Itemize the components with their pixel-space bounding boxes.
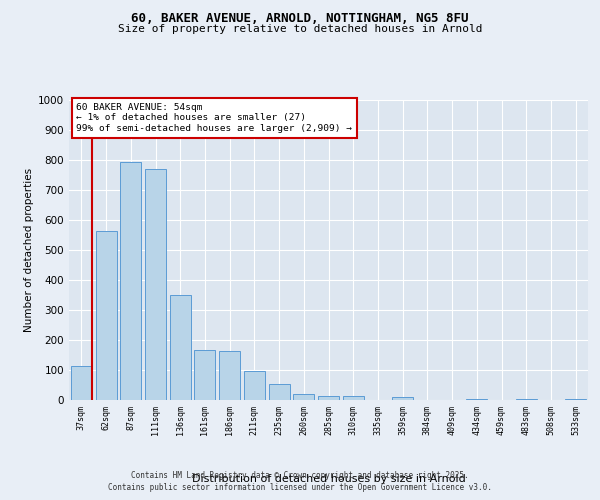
Text: Contains HM Land Registry data © Crown copyright and database right 2025.
Contai: Contains HM Land Registry data © Crown c… <box>108 471 492 492</box>
Bar <box>194 350 215 400</box>
Bar <box>120 162 141 400</box>
Text: 60 BAKER AVENUE: 54sqm
← 1% of detached houses are smaller (27)
99% of semi-deta: 60 BAKER AVENUE: 54sqm ← 1% of detached … <box>76 103 352 133</box>
Bar <box>170 295 191 400</box>
Bar <box>318 396 339 400</box>
Bar <box>466 398 487 400</box>
Bar <box>293 394 314 400</box>
Bar <box>392 397 413 400</box>
Bar <box>71 366 92 400</box>
X-axis label: Distribution of detached houses by size in Arnold: Distribution of detached houses by size … <box>191 474 466 484</box>
Text: 60, BAKER AVENUE, ARNOLD, NOTTINGHAM, NG5 8FU: 60, BAKER AVENUE, ARNOLD, NOTTINGHAM, NG… <box>131 12 469 26</box>
Bar <box>269 384 290 400</box>
Bar <box>516 398 537 400</box>
Bar <box>145 169 166 400</box>
Bar <box>343 396 364 400</box>
Bar <box>565 398 586 400</box>
Text: Size of property relative to detached houses in Arnold: Size of property relative to detached ho… <box>118 24 482 34</box>
Bar <box>95 230 116 400</box>
Bar <box>244 371 265 400</box>
Bar <box>219 350 240 400</box>
Y-axis label: Number of detached properties: Number of detached properties <box>24 168 34 332</box>
